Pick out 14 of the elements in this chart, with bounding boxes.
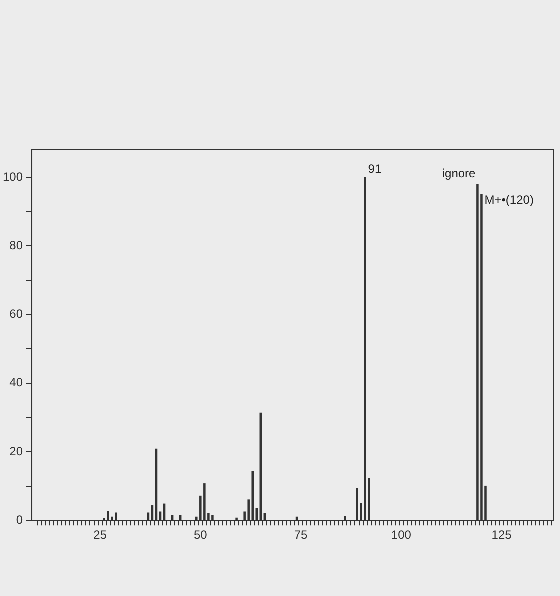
annotation: 91 — [368, 162, 382, 176]
y-tick-label: 80 — [10, 238, 24, 252]
y-tick-label: 40 — [10, 376, 24, 390]
y-tick-label: 100 — [2, 170, 24, 184]
x-tick-label: 75 — [294, 528, 308, 542]
y-tick-label: 60 — [10, 307, 24, 322]
x-tick-label: 125 — [492, 528, 512, 542]
y-tick-label: 20 — [10, 444, 24, 458]
x-tick-label: 25 — [94, 528, 108, 542]
x-tick-label: 100 — [391, 528, 412, 542]
x-tick-label: 50 — [194, 528, 208, 542]
annotation: M+•(120) — [484, 192, 534, 207]
y-tick-label: 0 — [16, 512, 24, 527]
annotation: ignore — [442, 166, 476, 181]
